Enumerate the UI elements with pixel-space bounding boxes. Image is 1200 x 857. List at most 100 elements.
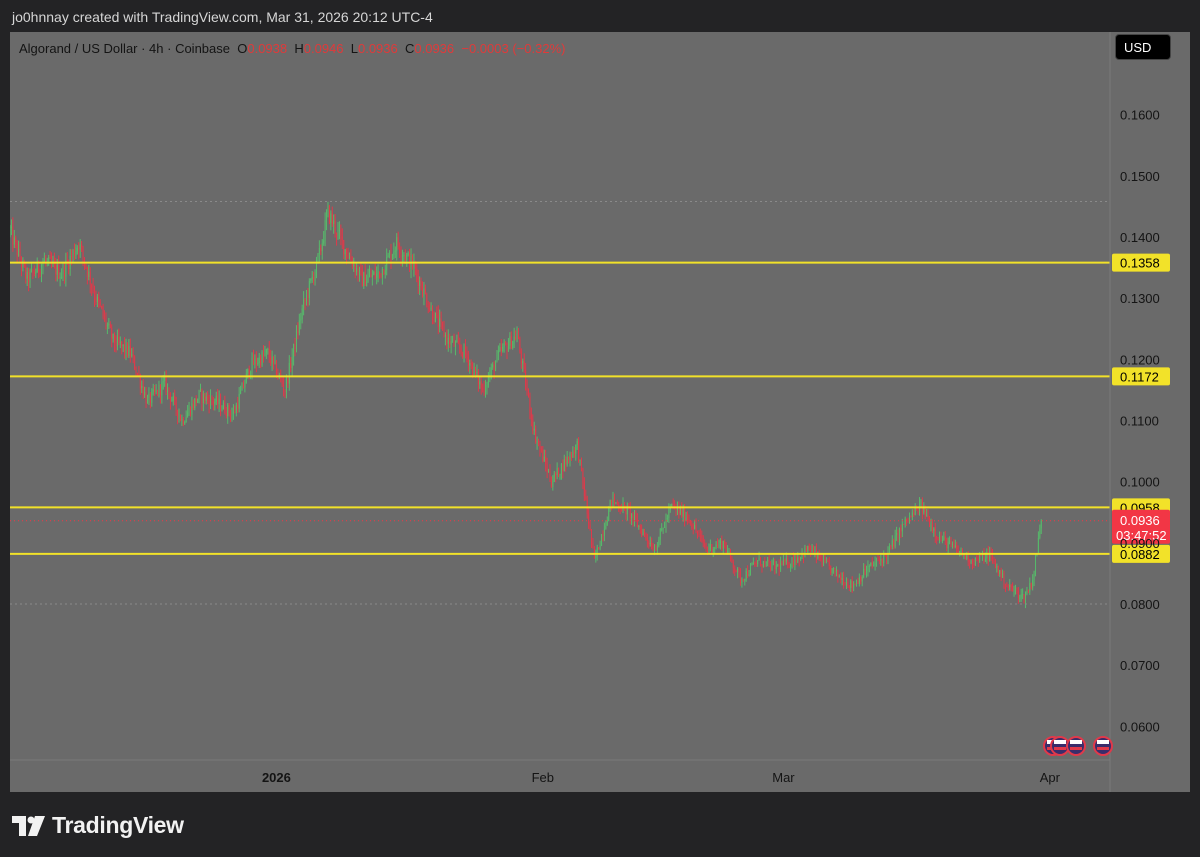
candle <box>515 330 517 341</box>
candle <box>207 391 209 404</box>
candle <box>238 387 240 413</box>
candle <box>477 368 479 392</box>
candle <box>771 559 773 571</box>
candle <box>845 577 847 590</box>
candle <box>1006 582 1008 588</box>
candle <box>340 224 342 246</box>
candle <box>291 348 293 377</box>
candle <box>467 350 469 372</box>
candle <box>566 451 568 467</box>
candle <box>20 256 22 277</box>
candle <box>344 248 346 260</box>
candle <box>85 263 87 270</box>
candle <box>1026 586 1028 596</box>
candle <box>399 242 401 258</box>
candle <box>161 377 163 404</box>
candle <box>149 392 151 409</box>
candle <box>270 349 272 366</box>
candle <box>559 473 561 480</box>
currency-button[interactable]: USD <box>1115 34 1171 60</box>
candle <box>659 527 661 545</box>
candle <box>954 539 956 549</box>
candle <box>548 468 550 473</box>
candle <box>254 354 256 369</box>
candle <box>72 248 74 262</box>
candle <box>124 337 126 359</box>
candle <box>782 554 784 566</box>
candle <box>768 553 770 568</box>
candle <box>853 581 855 592</box>
candle <box>364 263 366 287</box>
candle <box>903 523 905 526</box>
candle <box>540 446 542 453</box>
candle <box>863 563 865 579</box>
candle <box>187 405 189 418</box>
candle <box>51 252 53 269</box>
candle <box>284 389 286 399</box>
candle <box>227 403 229 424</box>
tradingview-logo-icon <box>12 815 45 836</box>
candle <box>633 509 635 527</box>
candle <box>41 263 43 283</box>
candle <box>357 265 359 282</box>
time-axis-layer: 2026 Feb Mar Apr <box>262 770 1061 785</box>
candle <box>45 255 47 267</box>
candle <box>26 267 28 287</box>
candle <box>182 417 184 427</box>
candle <box>910 515 912 518</box>
candle <box>549 464 551 483</box>
candle <box>987 545 989 566</box>
candle <box>697 530 698 539</box>
candle <box>422 281 423 298</box>
candle <box>608 505 610 522</box>
candle <box>22 257 24 272</box>
candle <box>174 389 176 405</box>
candle <box>946 537 948 552</box>
candle <box>956 541 958 554</box>
candle <box>442 321 444 331</box>
candle <box>741 577 743 588</box>
candle <box>121 341 123 355</box>
candle <box>533 421 535 435</box>
candle <box>273 356 275 370</box>
candle <box>327 201 329 218</box>
candle <box>285 374 287 399</box>
candle <box>489 367 491 383</box>
candle <box>933 527 935 537</box>
candle <box>752 557 754 565</box>
candle <box>366 274 368 287</box>
candle <box>472 361 474 379</box>
candle <box>972 558 973 570</box>
chart-panel[interactable]: 0.1358 0.1172 0.0958 0.0882 0.0936 03:47:52 0.… <box>10 32 1190 792</box>
candle <box>134 355 136 371</box>
candle <box>188 401 190 416</box>
candlestick-chart[interactable]: 0.13580.11720.09580.08820.093603:47:520.… <box>10 32 1190 792</box>
candle <box>298 313 300 336</box>
candle <box>1019 594 1021 603</box>
candle <box>543 449 545 462</box>
candle <box>95 290 97 305</box>
candle <box>268 341 270 363</box>
candle <box>546 457 548 479</box>
last-price-value: 0.0936 <box>1120 513 1160 528</box>
candle <box>172 392 174 406</box>
candle <box>10 224 11 238</box>
candle <box>661 523 663 532</box>
candle <box>729 548 731 562</box>
candle <box>185 410 187 423</box>
candle <box>308 278 310 306</box>
candle <box>556 462 558 480</box>
candle <box>479 376 481 389</box>
candle <box>891 535 893 550</box>
candle <box>778 559 780 576</box>
candle <box>232 404 234 420</box>
tradingview-logo[interactable]: TradingView <box>12 812 184 839</box>
candle <box>432 305 434 325</box>
candle <box>1002 569 1004 578</box>
candle <box>59 272 61 287</box>
candle <box>424 284 426 295</box>
candle <box>691 520 693 530</box>
candle <box>108 318 110 329</box>
candle <box>358 266 360 282</box>
price-tick-label: 0.0900 <box>1120 536 1160 551</box>
